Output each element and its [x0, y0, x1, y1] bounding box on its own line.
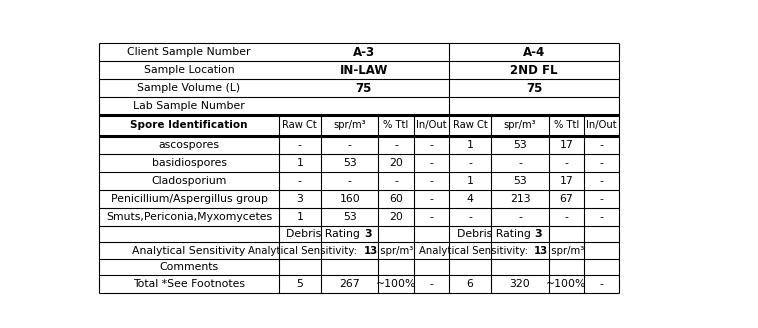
Text: In/Out: In/Out — [587, 120, 617, 131]
Text: 3: 3 — [296, 194, 303, 204]
Text: Sample Volume (L): Sample Volume (L) — [137, 83, 240, 93]
Text: -: - — [565, 212, 568, 222]
Text: 6: 6 — [467, 279, 474, 289]
Text: 75: 75 — [356, 82, 372, 95]
Text: Penicillium/Aspergillus group: Penicillium/Aspergillus group — [111, 194, 268, 204]
Text: 53: 53 — [343, 158, 356, 168]
Text: 1: 1 — [467, 176, 474, 186]
Text: A-4: A-4 — [523, 46, 545, 59]
Text: -: - — [600, 140, 603, 150]
Text: Lab Sample Number: Lab Sample Number — [133, 101, 245, 111]
Text: -: - — [430, 140, 434, 150]
Text: Cladosporium: Cladosporium — [152, 176, 227, 186]
Text: A-3: A-3 — [352, 46, 375, 59]
Text: Raw Ct: Raw Ct — [283, 120, 317, 131]
Text: 75: 75 — [526, 82, 543, 95]
Text: Sample Location: Sample Location — [144, 65, 234, 75]
Text: 17: 17 — [559, 140, 573, 150]
Text: -: - — [565, 158, 568, 168]
Text: -: - — [600, 176, 603, 186]
Text: basidiospores: basidiospores — [152, 158, 227, 168]
Text: 17: 17 — [559, 176, 573, 186]
Text: -: - — [468, 212, 472, 222]
Text: 13: 13 — [534, 245, 548, 256]
Text: -: - — [394, 140, 398, 150]
Text: Comments: Comments — [159, 262, 218, 272]
Text: % Ttl: % Ttl — [384, 120, 409, 131]
Text: 20: 20 — [389, 212, 403, 222]
Text: -: - — [430, 176, 434, 186]
Text: 53: 53 — [343, 212, 356, 222]
Text: Debris Rating: Debris Rating — [457, 229, 534, 239]
Text: -: - — [518, 212, 522, 222]
Text: spr/m³: spr/m³ — [334, 120, 366, 131]
Text: 1: 1 — [467, 140, 474, 150]
Text: ascospores: ascospores — [158, 140, 220, 150]
Text: ~100%: ~100% — [376, 279, 416, 289]
Text: IN-LAW: IN-LAW — [340, 64, 388, 77]
Text: -: - — [430, 212, 434, 222]
Text: -: - — [298, 176, 302, 186]
Text: -: - — [430, 194, 434, 204]
Text: 1: 1 — [296, 158, 303, 168]
Text: 13: 13 — [364, 245, 378, 256]
Text: Debris Rating: Debris Rating — [287, 229, 364, 239]
Text: -: - — [298, 140, 302, 150]
Text: spr/m³: spr/m³ — [504, 120, 537, 131]
Text: Client Sample Number: Client Sample Number — [127, 47, 251, 57]
Text: -: - — [430, 158, 434, 168]
Text: 1: 1 — [296, 212, 303, 222]
Text: 60: 60 — [389, 194, 403, 204]
Text: Total *See Footnotes: Total *See Footnotes — [133, 279, 245, 289]
Text: 20: 20 — [389, 158, 403, 168]
Text: 53: 53 — [513, 176, 527, 186]
Text: 213: 213 — [509, 194, 531, 204]
Text: -: - — [600, 279, 603, 289]
Text: -: - — [430, 279, 434, 289]
Text: spr/m³: spr/m³ — [548, 245, 584, 256]
Text: 2ND FL: 2ND FL — [510, 64, 558, 77]
Text: 3: 3 — [364, 229, 371, 239]
Text: 320: 320 — [509, 279, 531, 289]
Text: -: - — [468, 158, 472, 168]
Text: 53: 53 — [513, 140, 527, 150]
Text: -: - — [600, 158, 603, 168]
Text: 160: 160 — [340, 194, 360, 204]
Text: -: - — [518, 158, 522, 168]
Text: 267: 267 — [340, 279, 360, 289]
Text: -: - — [600, 212, 603, 222]
Text: Raw Ct: Raw Ct — [453, 120, 487, 131]
Text: In/Out: In/Out — [416, 120, 446, 131]
Text: 4: 4 — [467, 194, 474, 204]
Text: ~100%: ~100% — [547, 279, 587, 289]
Text: Analytical Sensitivity: Analytical Sensitivity — [133, 245, 246, 256]
Text: 5: 5 — [296, 279, 303, 289]
Text: % Ttl: % Ttl — [554, 120, 579, 131]
Text: -: - — [348, 176, 352, 186]
Text: Analytical Sensitivity:: Analytical Sensitivity: — [249, 245, 364, 256]
Text: 67: 67 — [559, 194, 573, 204]
Text: -: - — [394, 176, 398, 186]
Text: spr/m³: spr/m³ — [377, 245, 414, 256]
Text: Smuts,Periconia,Myxomycetes: Smuts,Periconia,Myxomycetes — [106, 212, 272, 222]
Text: -: - — [348, 140, 352, 150]
Text: Analytical Sensitivity:: Analytical Sensitivity: — [418, 245, 534, 256]
Text: Spore Identification: Spore Identification — [130, 120, 248, 131]
Text: 3: 3 — [534, 229, 542, 239]
Text: -: - — [600, 194, 603, 204]
